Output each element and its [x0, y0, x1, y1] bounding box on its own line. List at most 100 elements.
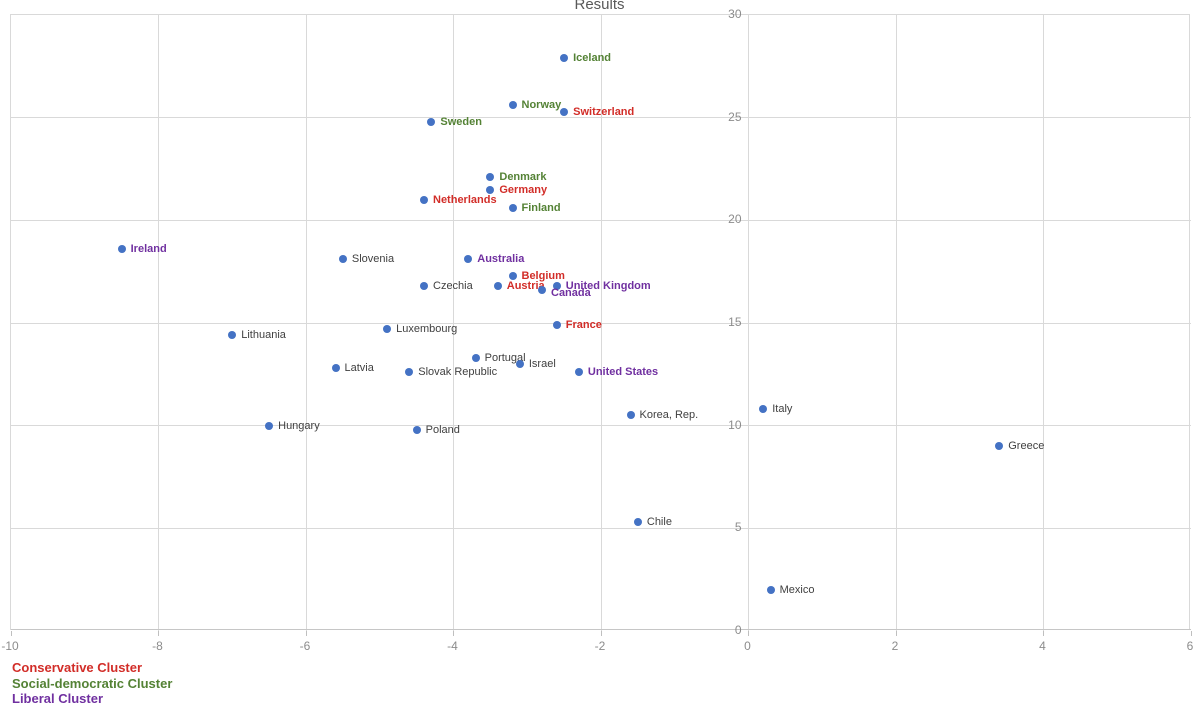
- horizontal-gridline: [11, 425, 1191, 427]
- legend-item-social-democratic: Social-democratic Cluster: [12, 675, 173, 691]
- data-point-label: Australia: [477, 253, 525, 266]
- y-tick-label: 15: [728, 315, 742, 329]
- data-point-label: Belgium: [521, 269, 565, 282]
- data-point-label: Korea, Rep.: [639, 409, 699, 422]
- data-point-label: Iceland: [573, 52, 612, 65]
- data-point-label: Lithuania: [241, 329, 286, 342]
- data-point-label: Poland: [425, 423, 460, 436]
- horizontal-gridline: [11, 117, 1191, 119]
- horizontal-gridline: [11, 219, 1191, 221]
- data-point: [552, 321, 561, 330]
- x-tick-label: -8: [152, 639, 163, 653]
- x-tick-label: -6: [299, 639, 311, 653]
- data-point: [759, 405, 768, 414]
- data-point: [420, 195, 428, 204]
- data-point: [471, 353, 480, 362]
- legend-item-liberal: Liberal Cluster: [12, 691, 104, 706]
- data-point-label: Italy: [772, 403, 793, 416]
- data-point: [486, 185, 495, 194]
- data-point-label: Germany: [499, 183, 548, 196]
- x-axis-tick: [1043, 631, 1044, 636]
- data-point: [515, 360, 524, 369]
- y-tick-label: 0: [734, 623, 742, 637]
- data-point: [383, 325, 392, 334]
- data-point: [633, 518, 642, 527]
- data-point-label: Mexico: [779, 583, 815, 596]
- chart-title: Results: [574, 0, 625, 13]
- data-point: [508, 271, 517, 280]
- y-tick-label: 10: [728, 417, 742, 432]
- x-axis-tick: [895, 631, 897, 636]
- x-axis-tick: [10, 631, 12, 636]
- data-point: [560, 107, 569, 116]
- y-tick-label: 25: [728, 109, 742, 124]
- data-point: [117, 245, 126, 254]
- data-point: [493, 282, 502, 291]
- data-point-label: Austria: [506, 280, 545, 293]
- data-point-label: Canada: [551, 287, 591, 300]
- data-point-label: Greece: [1008, 440, 1045, 453]
- data-point: [412, 425, 421, 434]
- x-axis-tick: [1190, 631, 1192, 636]
- data-point-label: Slovenia: [351, 253, 395, 266]
- x-tick-label: 0: [744, 639, 751, 653]
- data-point: [464, 255, 473, 264]
- data-point-label: Norway: [521, 99, 562, 112]
- x-axis-line: [11, 629, 1191, 630]
- x-axis-tick: [453, 631, 454, 636]
- data-point-label: Czechia: [433, 280, 473, 293]
- y-tick-label: 20: [728, 212, 742, 227]
- x-tick-label: 6: [1186, 639, 1194, 653]
- data-point-label: Chile: [646, 516, 672, 529]
- data-point: [265, 421, 274, 430]
- x-axis-tick: [305, 631, 307, 636]
- x-axis-tick: [158, 631, 159, 636]
- x-axis-tick: [600, 631, 602, 636]
- plot-area: Iceland Norway Switzerland Sweden Denmark Ger…: [10, 14, 1192, 636]
- data-point-label: Sweden: [440, 115, 482, 128]
- x-axis-tick: [748, 631, 749, 636]
- data-point: [486, 173, 495, 182]
- data-point: [228, 331, 237, 340]
- cluster-legend: Conservative Cluster Social-democratic C…: [12, 660, 172, 707]
- data-point-label: Finland: [521, 202, 561, 214]
- data-point-label: Denmark: [499, 171, 547, 184]
- data-point: [508, 204, 517, 212]
- x-tick-label: 2: [891, 639, 899, 653]
- data-point-label: Israel: [528, 358, 556, 371]
- data-point: [552, 282, 561, 291]
- data-point: [331, 364, 340, 373]
- data-point-label: Switzerland: [573, 105, 635, 118]
- data-point-label: United Kingdom: [565, 280, 651, 293]
- x-tick-label: -2: [594, 639, 606, 653]
- data-point-label: Latvia: [344, 362, 374, 375]
- y-tick-label: 30: [728, 7, 742, 21]
- x-tick-label: -10: [1, 639, 19, 653]
- data-point: [420, 282, 428, 291]
- data-point-label: United States: [587, 366, 659, 379]
- horizontal-gridline: [11, 322, 1191, 324]
- data-point-label: Ireland: [130, 243, 167, 256]
- data-point: [427, 117, 436, 126]
- legend-item-conservative: Conservative Cluster: [12, 660, 143, 675]
- x-tick-label: -4: [447, 639, 458, 653]
- data-point: [626, 411, 635, 420]
- data-point-label: Luxembourg: [396, 323, 458, 336]
- data-point: [405, 368, 414, 377]
- data-point: [766, 585, 775, 594]
- x-tick-label: 4: [1039, 639, 1046, 653]
- data-point-label: Slovak Republic: [418, 366, 498, 379]
- data-point: [560, 54, 569, 63]
- data-point: [538, 286, 546, 295]
- horizontal-gridline: [11, 527, 1191, 529]
- data-point: [508, 101, 517, 110]
- data-point: [338, 255, 347, 264]
- data-point: [995, 442, 1004, 451]
- data-point-label: France: [565, 319, 602, 332]
- data-point-label: Portugal: [484, 351, 526, 364]
- data-point: [574, 368, 583, 377]
- data-point-label: Netherlands: [433, 193, 497, 206]
- data-point-label: Hungary: [278, 419, 320, 432]
- y-tick-label: 5: [734, 520, 742, 535]
